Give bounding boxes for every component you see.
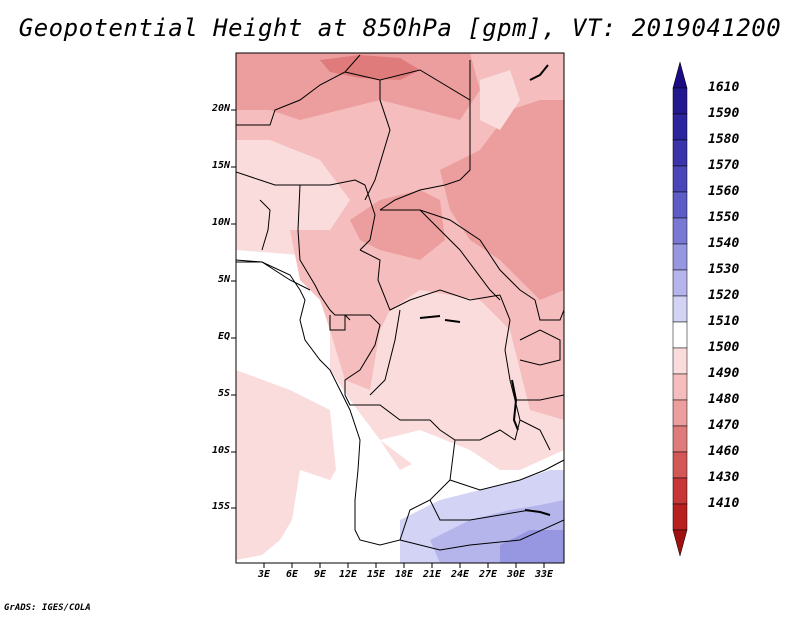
border-line (236, 259, 311, 291)
colorbar-label: 1560 (708, 184, 740, 199)
border-line (515, 394, 564, 401)
colorbar-box (672, 321, 688, 349)
map-frame (235, 52, 565, 564)
colorbar-box (672, 269, 688, 297)
colorbar-label: 1570 (708, 158, 740, 173)
colorbar-box (672, 373, 688, 401)
map-title: Geopotential Height at 850hPa [gpm], VT:… (18, 14, 782, 42)
coastline (529, 64, 549, 81)
colorbar-label: 1510 (708, 314, 740, 329)
border-line (259, 199, 271, 251)
colorbar-box (672, 295, 688, 323)
border-line (369, 309, 401, 396)
border-line (534, 299, 564, 321)
colorbar-box (672, 139, 688, 167)
border-line (379, 60, 471, 101)
lon-label-27e: 27E (478, 569, 498, 580)
border-line (344, 314, 381, 395)
border-line (419, 209, 501, 301)
colorbar-box (672, 477, 688, 505)
colorbar-box (672, 87, 688, 115)
lon-label-12e: 12E (338, 569, 358, 580)
field-pink-central (350, 190, 445, 260)
lon-label-24e: 24E (450, 569, 470, 580)
border-line (359, 184, 376, 251)
colorbar-label: 1580 (708, 132, 740, 147)
colorbar-label: 1590 (708, 106, 740, 121)
lake-tanganyika (511, 379, 519, 431)
colorbar-box (672, 451, 688, 479)
credit-text: GrADS: IGES/COLA (4, 603, 91, 613)
colorbar-label: 1460 (708, 444, 740, 459)
colorbar-label: 1490 (708, 366, 740, 381)
field-patch-northeast (480, 70, 520, 130)
field-pink-east (440, 100, 564, 300)
field-blue (500, 530, 564, 563)
field-red-north (320, 55, 420, 80)
lat-label-15s: 15S (211, 501, 230, 512)
lon-label-6e: 6E (285, 569, 299, 580)
coastline (236, 261, 361, 530)
lon-label-33e: 33E (534, 569, 554, 580)
lon-label-18e: 18E (394, 569, 414, 580)
border-line (354, 439, 456, 546)
lat-label-15n: 15N (211, 160, 230, 171)
lat-label-eq: EQ (217, 331, 230, 342)
colorbar-label: 1610 (708, 80, 740, 95)
colorbar-label: 1540 (708, 236, 740, 251)
lake-shore (419, 315, 461, 323)
colorbar-label: 1430 (708, 470, 740, 485)
border-line (379, 100, 471, 211)
colorbar-label: 1520 (708, 288, 740, 303)
colorbar-box (672, 217, 688, 245)
colorbar-top-triangle (672, 61, 688, 89)
border-line (344, 71, 391, 201)
axis-ticks (231, 109, 545, 568)
lon-label-15e: 15E (366, 569, 386, 580)
lon-label-30e: 30E (506, 569, 526, 580)
colorbar (672, 61, 688, 557)
colorbar-box (672, 425, 688, 453)
colorbar-label: 1530 (708, 262, 740, 277)
lon-label-3e: 3E (257, 569, 271, 580)
colorbar-label: 1470 (708, 418, 740, 433)
country-borders (236, 54, 564, 551)
colorbar-box (672, 113, 688, 141)
lon-label-9e: 9E (313, 569, 327, 580)
height-field (236, 53, 564, 563)
border-line (297, 184, 321, 296)
border-line (519, 419, 551, 451)
border-line (359, 249, 501, 311)
colorbar-box (672, 399, 688, 427)
lat-label-5s: 5S (217, 388, 230, 399)
colorbar-box (672, 243, 688, 271)
colorbar-label: 1410 (708, 496, 740, 511)
border-line (329, 315, 346, 331)
colorbar-box (672, 347, 688, 375)
lat-label-10s: 10S (211, 445, 230, 456)
border-line (519, 329, 561, 366)
colorbar-label: 1500 (708, 340, 740, 355)
field-white-south (380, 430, 500, 480)
colorbar-box (672, 503, 688, 531)
colorbar-label: 1550 (708, 210, 740, 225)
lon-label-21e: 21E (422, 569, 442, 580)
border-line (449, 459, 564, 491)
border-line (319, 294, 351, 321)
lat-label-5n: 5N (217, 274, 230, 285)
border-line (399, 519, 564, 551)
lake-kariba (524, 509, 551, 516)
lat-label-10n: 10N (211, 217, 230, 228)
lat-label-20n: 20N (211, 103, 230, 114)
colorbar-box (672, 165, 688, 193)
colorbar-label: 1480 (708, 392, 740, 407)
border-line (344, 394, 516, 441)
border-line (429, 499, 531, 521)
colorbar-bottom-triangle (672, 529, 688, 557)
field-lightest-pink-coast (236, 370, 336, 560)
colorbar-box (672, 191, 688, 219)
